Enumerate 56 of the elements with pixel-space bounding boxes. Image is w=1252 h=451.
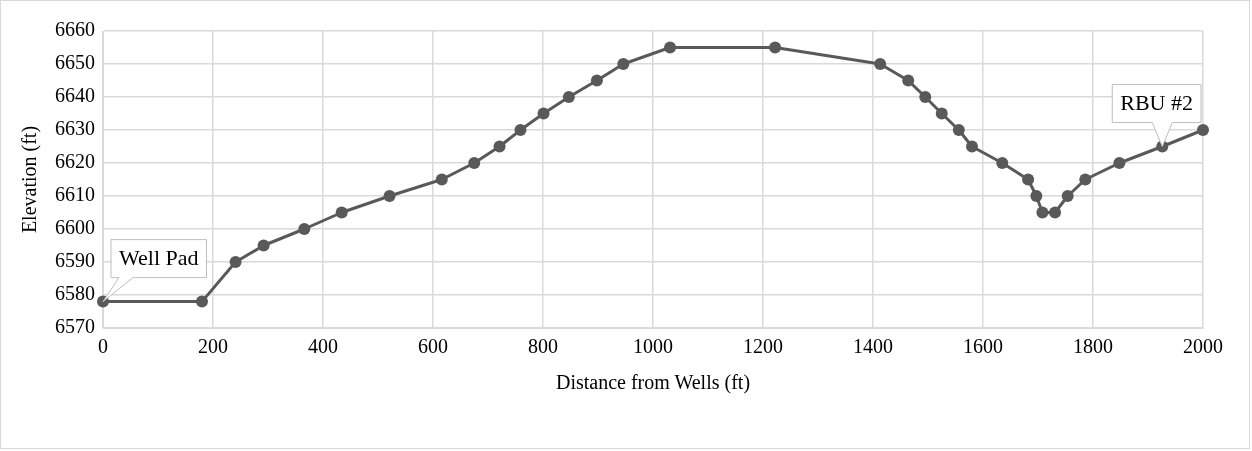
- x-tick-label: 1800: [1073, 335, 1113, 358]
- point: [935, 107, 948, 120]
- point: [196, 295, 208, 308]
- x-tick-label: 200: [198, 335, 228, 358]
- point: [335, 206, 348, 219]
- x-tick-label: 1000: [633, 335, 673, 358]
- point: [996, 157, 1009, 169]
- point: [514, 124, 527, 136]
- point: [1022, 173, 1035, 186]
- y-tick-label: 6610: [55, 183, 95, 206]
- x-axis-title: Distance from Wells (ft): [555, 371, 751, 395]
- point: [493, 140, 506, 153]
- point: [1036, 206, 1049, 219]
- point: [966, 140, 978, 153]
- y-tick-label: 6570: [55, 315, 95, 338]
- x-tick-label: 2000: [1183, 335, 1223, 358]
- point: [298, 223, 311, 235]
- point: [435, 173, 448, 186]
- point: [1061, 190, 1074, 202]
- point: [383, 190, 396, 202]
- point: [229, 256, 242, 268]
- point: [919, 91, 932, 103]
- point: [257, 239, 270, 252]
- annotation: Well Pad: [119, 245, 199, 271]
- x-tick-label: 0: [98, 335, 108, 358]
- point: [1049, 206, 1062, 219]
- annotation: RBU #2: [1120, 90, 1194, 116]
- y-tick-label: 6660: [55, 18, 95, 41]
- x-tick-label: 1600: [963, 335, 1003, 358]
- y-tick-label: 6640: [55, 84, 95, 107]
- x-tick-label: 1400: [853, 335, 893, 358]
- y-tick-label: 6630: [55, 117, 95, 140]
- point: [664, 41, 677, 54]
- y-tick-label: 6650: [55, 51, 95, 74]
- point: [562, 91, 575, 103]
- x-tick-label: 800: [528, 335, 558, 358]
- point: [769, 41, 782, 54]
- point: [1079, 173, 1092, 186]
- y-tick-label: 6580: [55, 282, 95, 305]
- y-tick-label: 6620: [55, 150, 95, 173]
- y-axis-title: Elevation (ft): [18, 125, 42, 234]
- point: [590, 74, 603, 87]
- point: [1197, 124, 1209, 136]
- point: [952, 124, 965, 136]
- x-tick-label: 600: [418, 335, 448, 358]
- point: [1030, 190, 1043, 202]
- point: [617, 58, 630, 70]
- y-tick-label: 6600: [55, 216, 95, 239]
- point: [1113, 157, 1126, 169]
- point: [468, 157, 481, 169]
- point: [537, 107, 550, 120]
- x-tick-label: 1200: [743, 335, 783, 358]
- point: [902, 74, 915, 87]
- x-tick-label: 400: [308, 335, 338, 358]
- point: [874, 58, 887, 70]
- y-tick-label: 6590: [55, 249, 95, 272]
